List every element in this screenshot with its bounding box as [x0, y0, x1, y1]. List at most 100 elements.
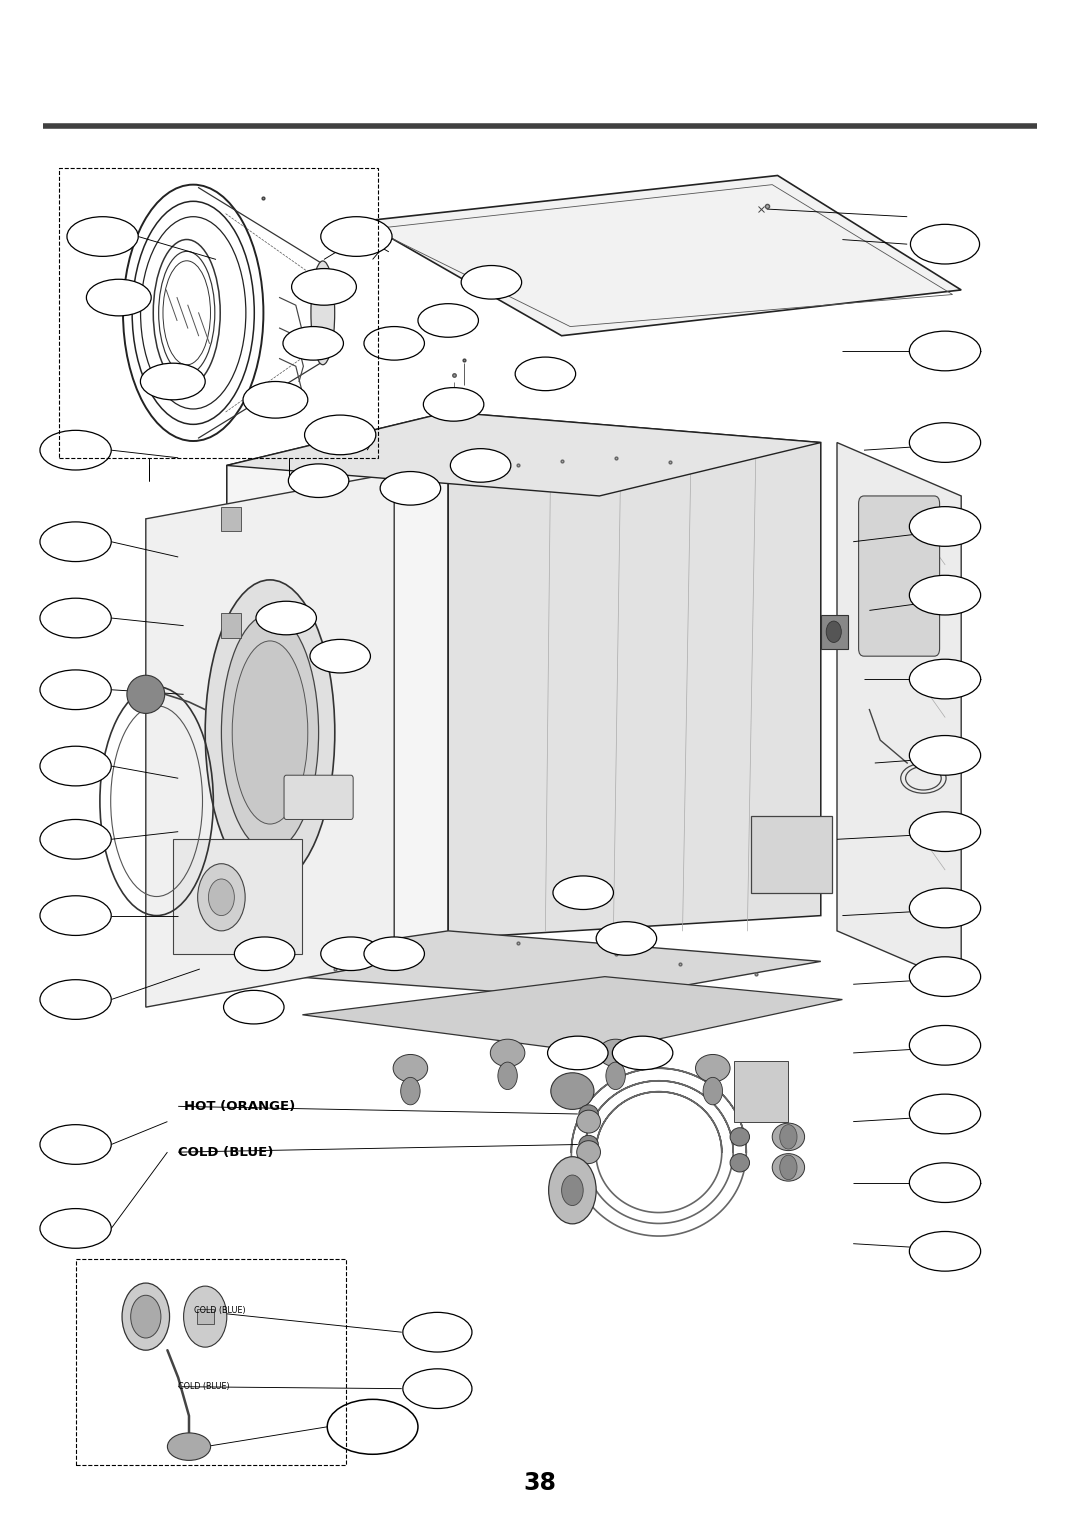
Ellipse shape — [696, 1054, 730, 1082]
Circle shape — [401, 1077, 420, 1105]
Ellipse shape — [772, 1154, 805, 1181]
Ellipse shape — [292, 269, 356, 305]
Ellipse shape — [40, 1209, 111, 1248]
Bar — [76, 1259, 346, 1465]
Bar — [734, 1061, 788, 1122]
Bar — [221, 507, 241, 531]
Ellipse shape — [67, 217, 138, 256]
Text: 38: 38 — [524, 1471, 556, 1495]
Ellipse shape — [909, 331, 981, 371]
Ellipse shape — [393, 1054, 428, 1082]
Ellipse shape — [579, 1135, 598, 1154]
Ellipse shape — [553, 876, 613, 909]
Ellipse shape — [548, 1036, 608, 1070]
Text: HOT (ORANGE): HOT (ORANGE) — [184, 1100, 295, 1112]
Ellipse shape — [772, 1123, 805, 1151]
Ellipse shape — [40, 598, 111, 638]
Ellipse shape — [909, 957, 981, 996]
Ellipse shape — [380, 472, 441, 505]
Ellipse shape — [577, 1111, 600, 1132]
Text: COLD (BLUE): COLD (BLUE) — [178, 1383, 230, 1392]
Ellipse shape — [423, 388, 484, 421]
FancyBboxPatch shape — [859, 496, 940, 656]
Ellipse shape — [205, 580, 335, 885]
Ellipse shape — [40, 746, 111, 786]
Polygon shape — [146, 473, 394, 1007]
Ellipse shape — [321, 217, 392, 256]
Circle shape — [208, 879, 234, 916]
Ellipse shape — [40, 896, 111, 935]
Ellipse shape — [909, 1163, 981, 1202]
Ellipse shape — [403, 1312, 472, 1352]
Bar — [59, 168, 378, 458]
Ellipse shape — [321, 937, 381, 971]
Ellipse shape — [305, 415, 376, 455]
Ellipse shape — [140, 363, 205, 400]
Ellipse shape — [909, 507, 981, 546]
Circle shape — [198, 864, 245, 931]
Ellipse shape — [40, 819, 111, 859]
Ellipse shape — [364, 937, 424, 971]
Ellipse shape — [86, 279, 151, 316]
Ellipse shape — [40, 430, 111, 470]
Ellipse shape — [551, 1073, 594, 1109]
Ellipse shape — [224, 990, 284, 1024]
Circle shape — [562, 1175, 583, 1206]
Ellipse shape — [418, 304, 478, 337]
Ellipse shape — [909, 888, 981, 928]
Ellipse shape — [579, 1105, 598, 1123]
FancyBboxPatch shape — [284, 775, 353, 819]
Ellipse shape — [909, 812, 981, 852]
Circle shape — [826, 621, 841, 642]
Ellipse shape — [256, 601, 316, 635]
Ellipse shape — [909, 1025, 981, 1065]
Circle shape — [780, 1155, 797, 1180]
Bar — [751, 816, 832, 893]
Circle shape — [184, 1286, 227, 1347]
Circle shape — [703, 1077, 723, 1105]
Ellipse shape — [490, 1039, 525, 1067]
Ellipse shape — [909, 423, 981, 462]
Ellipse shape — [243, 382, 308, 418]
Ellipse shape — [450, 449, 511, 482]
Ellipse shape — [167, 1433, 211, 1460]
Ellipse shape — [40, 670, 111, 710]
Text: COLD (BLUE): COLD (BLUE) — [178, 1146, 273, 1158]
Ellipse shape — [577, 1141, 600, 1164]
Polygon shape — [227, 412, 821, 496]
Polygon shape — [362, 175, 961, 336]
Circle shape — [780, 1125, 797, 1149]
Ellipse shape — [909, 736, 981, 775]
Ellipse shape — [40, 522, 111, 562]
Ellipse shape — [730, 1128, 750, 1146]
Polygon shape — [227, 412, 448, 984]
Polygon shape — [189, 931, 821, 1000]
Ellipse shape — [327, 1399, 418, 1454]
Ellipse shape — [311, 261, 335, 365]
Bar — [173, 839, 302, 954]
Bar — [197, 1309, 214, 1325]
Ellipse shape — [364, 327, 424, 360]
Ellipse shape — [403, 1369, 472, 1408]
Ellipse shape — [596, 922, 657, 955]
Circle shape — [498, 1062, 517, 1090]
Ellipse shape — [910, 224, 980, 264]
Ellipse shape — [461, 266, 522, 299]
Ellipse shape — [310, 639, 370, 673]
Bar — [821, 615, 848, 649]
Polygon shape — [837, 443, 961, 984]
Ellipse shape — [234, 937, 295, 971]
Circle shape — [549, 1157, 596, 1224]
Ellipse shape — [40, 1125, 111, 1164]
Polygon shape — [302, 977, 842, 1053]
Ellipse shape — [127, 674, 165, 714]
Polygon shape — [448, 412, 821, 938]
Ellipse shape — [598, 1039, 633, 1067]
Ellipse shape — [515, 357, 576, 391]
Ellipse shape — [730, 1154, 750, 1172]
Ellipse shape — [909, 575, 981, 615]
Ellipse shape — [909, 1094, 981, 1134]
Ellipse shape — [232, 641, 308, 824]
Circle shape — [131, 1296, 161, 1338]
Ellipse shape — [40, 980, 111, 1019]
